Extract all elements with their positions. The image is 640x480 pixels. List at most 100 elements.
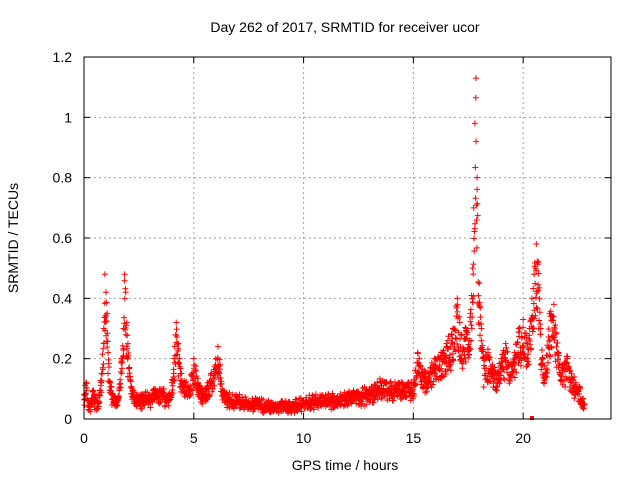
data-point (534, 258, 541, 265)
data-point (444, 337, 451, 344)
data-point (209, 385, 216, 392)
data-point (128, 383, 135, 390)
y-tick-label: 0.8 (53, 170, 73, 186)
data-point (124, 332, 131, 339)
data-point (536, 284, 543, 291)
data-point (230, 405, 237, 412)
data-point (469, 265, 476, 272)
data-point (517, 362, 524, 369)
data-point (537, 331, 544, 338)
data-point (462, 359, 469, 366)
data-point (567, 368, 574, 375)
data-point (468, 325, 475, 332)
data-point (206, 394, 213, 401)
data-point (453, 304, 460, 311)
data-point (123, 345, 130, 352)
data-point (174, 351, 181, 358)
data-point (121, 314, 128, 321)
data-point (564, 353, 571, 360)
data-point (194, 375, 201, 382)
data-point (370, 399, 377, 406)
data-point (580, 395, 587, 402)
data-point (183, 378, 190, 385)
data-point (533, 304, 540, 311)
data-point (383, 379, 390, 386)
data-point (522, 339, 529, 346)
data-point (160, 385, 167, 392)
data-point (537, 321, 544, 328)
data-point (504, 369, 511, 376)
data-point (275, 409, 282, 416)
data-point (211, 382, 218, 389)
data-point (421, 367, 428, 374)
data-point (572, 381, 579, 388)
data-point (101, 300, 108, 307)
data-point (452, 335, 459, 342)
data-point (100, 360, 107, 367)
data-point (438, 365, 445, 372)
data-point (501, 376, 508, 383)
data-point (475, 292, 482, 299)
plot-frame (83, 56, 612, 420)
x-tick-label: 5 (190, 430, 198, 446)
data-point (530, 300, 537, 307)
x-tick-label: 0 (80, 430, 88, 446)
data-point (544, 367, 551, 374)
data-point (127, 378, 134, 385)
data-point (581, 401, 588, 408)
data-point (532, 312, 539, 319)
data-point (173, 326, 180, 333)
data-point (516, 328, 523, 335)
data-point (550, 313, 557, 320)
y-tick-label: 1.2 (53, 49, 73, 65)
data-point (535, 281, 542, 288)
data-point (456, 319, 463, 326)
x-tick-label: 20 (515, 430, 531, 446)
data-point (447, 344, 454, 351)
data-point (168, 389, 175, 396)
data-point (551, 336, 558, 343)
data-point (472, 195, 479, 202)
data-point (533, 241, 540, 248)
data-point (216, 356, 223, 363)
data-point (467, 318, 474, 325)
data-point (411, 391, 418, 398)
data-point (431, 370, 438, 377)
data-point (123, 319, 130, 326)
data-point (319, 392, 326, 399)
data-point (455, 329, 462, 336)
data-point (98, 389, 105, 396)
data-point (428, 384, 435, 391)
data-point (511, 374, 518, 381)
data-point (531, 271, 538, 278)
data-point (103, 317, 110, 324)
data-point (99, 370, 106, 377)
data-point (294, 407, 301, 414)
data-point (443, 340, 450, 347)
data-point (341, 389, 348, 396)
data-point (565, 364, 572, 371)
data-point (174, 341, 181, 348)
y-axis-label: SRMTID / TECUs (5, 183, 21, 293)
data-point (543, 369, 550, 376)
data-point (101, 271, 108, 278)
data-point (478, 337, 485, 344)
data-point (186, 390, 193, 397)
data-point (468, 337, 475, 344)
data-point (514, 339, 521, 346)
data-point (104, 344, 111, 351)
data-point (122, 285, 129, 292)
data-point (175, 372, 182, 379)
data-point (504, 348, 511, 355)
data-point (535, 270, 542, 277)
data-point (529, 328, 536, 335)
data-point (499, 358, 506, 365)
data-point (532, 294, 539, 301)
y-tick-label: 0 (64, 411, 72, 427)
data-point (417, 362, 424, 369)
data-point (99, 366, 106, 373)
data-point (192, 368, 199, 375)
data-point (534, 305, 541, 312)
data-point (426, 374, 433, 381)
data-point (554, 349, 561, 356)
